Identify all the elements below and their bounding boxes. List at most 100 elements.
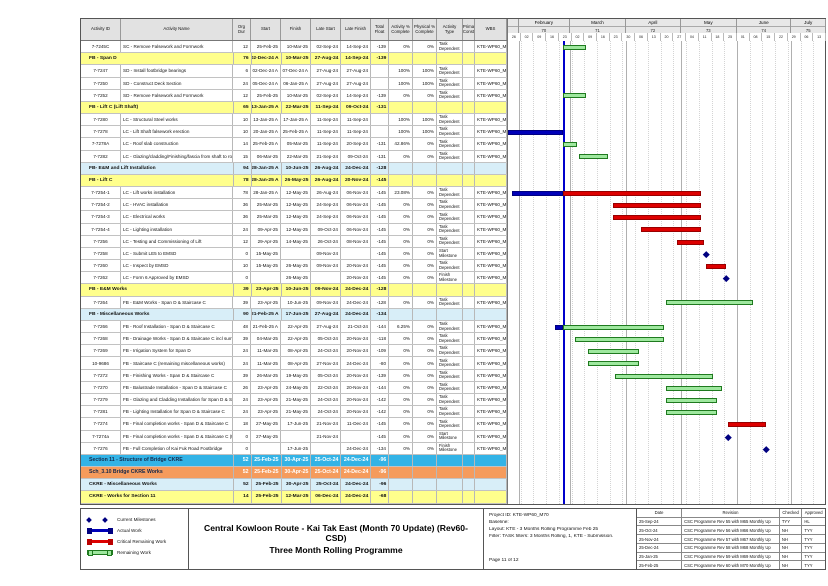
milestone-diamond[interactable]: [762, 445, 770, 453]
group-row[interactable]: CKRE - Miscellaneous Works 52 25-Feb-25 30-…: [81, 479, 508, 492]
gantt-bar-remaining[interactable]: [578, 154, 608, 160]
cell: 22-Apr-25: [281, 320, 311, 333]
group-row[interactable]: Section 11 - Structure of Bridge CKRE 52 2…: [81, 454, 508, 468]
table-row[interactable]: 7-7254-1 LC - Lift works installation 78 28…: [81, 187, 507, 200]
gantt-bar-critical[interactable]: [562, 190, 701, 196]
gantt-bar-actual[interactable]: [511, 190, 563, 196]
table-row[interactable]: 7-7260 LC - Inspect by EMSD 10 15-May-25 26-…: [81, 260, 507, 273]
table-row[interactable]: 7-7278A LC - Roof slab construction 14 25-F…: [81, 138, 507, 151]
cell: 12: [233, 41, 251, 53]
cell: -145: [371, 430, 389, 442]
gantt-bar-remaining[interactable]: [562, 93, 587, 99]
gantt-bar-remaining[interactable]: [666, 385, 723, 391]
cell: [463, 467, 476, 479]
table-row[interactable]: 7-7254-2 LC - HVAC installation 36 25-Mar-2…: [81, 199, 507, 212]
table-row[interactable]: 7-7280 LC - Structural Steel works 10 13-Ja…: [81, 114, 507, 127]
table-row[interactable]: 7-7258 LC - Submit LE5 to EMSD 0 15-May-25 0…: [81, 247, 507, 261]
gantt-bar-remaining[interactable]: [587, 349, 639, 355]
cell: 0%: [413, 406, 437, 418]
cell: [475, 53, 508, 65]
cell: 12-May-25: [281, 211, 311, 223]
cell: LC - HVAC installation: [121, 199, 233, 211]
gantt-bar-actual[interactable]: [555, 324, 563, 330]
milestone-diamond[interactable]: [702, 251, 710, 258]
cell: 12: [233, 235, 251, 247]
cell: -145: [371, 235, 389, 247]
gantt-bar-remaining[interactable]: [666, 397, 717, 403]
table-row[interactable]: 10-9686 FB - Staircase C (remaining misce…: [81, 357, 507, 370]
table-row[interactable]: 7-7262 LC - Form 6 Approved by EMSD 0 26-Ma…: [81, 272, 507, 285]
gantt-bar-actual[interactable]: [508, 129, 563, 135]
table-row[interactable]: 7-7270 FB - Balustrade Installation - Spa…: [81, 381, 507, 394]
column-header: WBS: [475, 19, 507, 40]
cell: 26-Aug-24: [311, 162, 342, 174]
actual-work-bar-icon: [87, 527, 113, 535]
table-row[interactable]: 7-7252 SD - Remove Falsework and Formwork…: [81, 89, 507, 102]
table-row[interactable]: 7-7254-3 LC - Electrical works 36 25-Mar-25…: [81, 211, 507, 224]
gantt-bar-critical[interactable]: [613, 202, 701, 208]
gantt-bar-critical[interactable]: [613, 215, 701, 221]
cell: Task Dependent: [437, 65, 463, 77]
table-row[interactable]: 7-7272 FB - Finishing Works - Span D & St…: [81, 369, 507, 382]
cell: KTE-WP60_M70.C: [475, 418, 507, 430]
page-number: Page 11 of 12: [489, 558, 519, 564]
gantt-bar-critical[interactable]: [640, 227, 701, 233]
table-row[interactable]: 7-7274a FB - Final completion works - Spa…: [81, 430, 507, 443]
group-row[interactable]: FB - Miscellaneous Works 90 21-Feb-25 A 17-…: [81, 308, 508, 321]
gantt-bar-remaining[interactable]: [562, 44, 587, 50]
legend-item-actual: Actual Work: [87, 525, 184, 536]
cell: 13-Jan-25 A: [252, 101, 282, 114]
table-row[interactable]: 7-7250 SD - Construct Deck Section 24 05-De…: [81, 77, 507, 90]
cell: Task Dependent: [437, 199, 463, 211]
week-tick: 06: [635, 33, 648, 41]
gantt-bar-remaining[interactable]: [666, 410, 717, 416]
gantt-bar-remaining[interactable]: [562, 324, 665, 330]
table-row[interactable]: 7-7266 FB - Roof Installation - Span D & …: [81, 320, 507, 334]
table-row[interactable]: 7-7268 FB - Drainage Works - Span D & Sta…: [81, 333, 507, 346]
group-row[interactable]: FB - Lift C (Lift Shaft) 65 13-Jan-25 A 22-…: [81, 101, 508, 115]
cell: 7-7278: [81, 126, 121, 138]
group-row[interactable]: CKRE - Works for Section 11 14 25-Feb-25 12…: [81, 491, 508, 504]
group-row[interactable]: Sch_3.10 Bridge CKRE Works 52 25-Feb-25 30-…: [81, 467, 508, 480]
gantt-bar-critical[interactable]: [676, 239, 705, 245]
gantt-bar-remaining[interactable]: [575, 337, 665, 342]
table-row[interactable]: 7-7274 FB - Final completion works - Span…: [81, 418, 507, 431]
cell: [437, 101, 464, 114]
gantt-bar-critical[interactable]: [727, 422, 767, 428]
cell: 20-Nov-24: [341, 272, 371, 284]
revision-header-row: Date Revision Checked Approved: [637, 509, 825, 518]
gantt-bar-critical[interactable]: [706, 263, 727, 269]
gantt-bar-remaining[interactable]: [666, 300, 754, 306]
table-row[interactable]: 7-7276 FB - Full Completion of Kai Fuk Ro…: [81, 442, 507, 455]
gantt-bar-remaining[interactable]: [615, 373, 714, 379]
cell: 7-7262: [81, 272, 121, 284]
group-row[interactable]: FB - Span D 76 02-Dec-24 A 10-Mar-25 27-Aug-…: [81, 53, 508, 66]
gantt-bar-remaining[interactable]: [562, 142, 578, 148]
revision-row: 25-Feb-25 CSC Programme Rev 60 with M70 M…: [637, 561, 825, 570]
table-row[interactable]: 7-7254-4 LC - Lighting installation 24 09-A…: [81, 223, 507, 236]
table-row[interactable]: 7-7281 FB - Lighting Installation for Spa…: [81, 406, 507, 419]
cell: 94: [234, 162, 252, 174]
gantt-bar-remaining[interactable]: [587, 361, 639, 367]
cell: Task Dependent: [437, 296, 463, 308]
group-row[interactable]: FB- E&M and Lift Installation 94 28-Jan-25…: [81, 162, 508, 175]
revision-cell: CSC Programme Rev 55 with M65 Monthly Up: [682, 517, 780, 526]
milestone-diamond[interactable]: [724, 433, 732, 441]
table-row[interactable]: 7-7245C SC - Remove Falsework and Formwor…: [81, 41, 507, 54]
cell: [389, 467, 414, 479]
cell: [463, 235, 475, 247]
table-row[interactable]: 7-7282 LC - Glazing/cladding/Finishing/fa…: [81, 150, 507, 163]
table-row[interactable]: 7-7256 LC - Testing and Commissioning of …: [81, 235, 507, 248]
cell: 29-Apr-25: [251, 235, 281, 247]
group-row[interactable]: FB - E&M Works 39 23-Apr-25 10-Jun-25 09-Nov…: [81, 284, 508, 297]
table-row[interactable]: 7-7279 FB - Glazing and Cladding Installa…: [81, 393, 507, 407]
table-row[interactable]: 7-7264 FB - E&M Works - Span D & Staircas…: [81, 296, 507, 309]
week-tick: 06: [801, 33, 814, 41]
cell: 11-Sep-24: [311, 101, 342, 114]
table-row[interactable]: 7-7247 SD - Install footbridge bearings 6 0…: [81, 65, 507, 78]
cell: 7-7268: [81, 333, 121, 345]
table-row[interactable]: 7-7278 LC - Lift Shaft falsework erection…: [81, 126, 507, 139]
cell: -68: [371, 491, 390, 503]
group-row[interactable]: FB - Lift C 78 28-Jan-25 A 26-May-25 26-Aug-…: [81, 174, 508, 188]
